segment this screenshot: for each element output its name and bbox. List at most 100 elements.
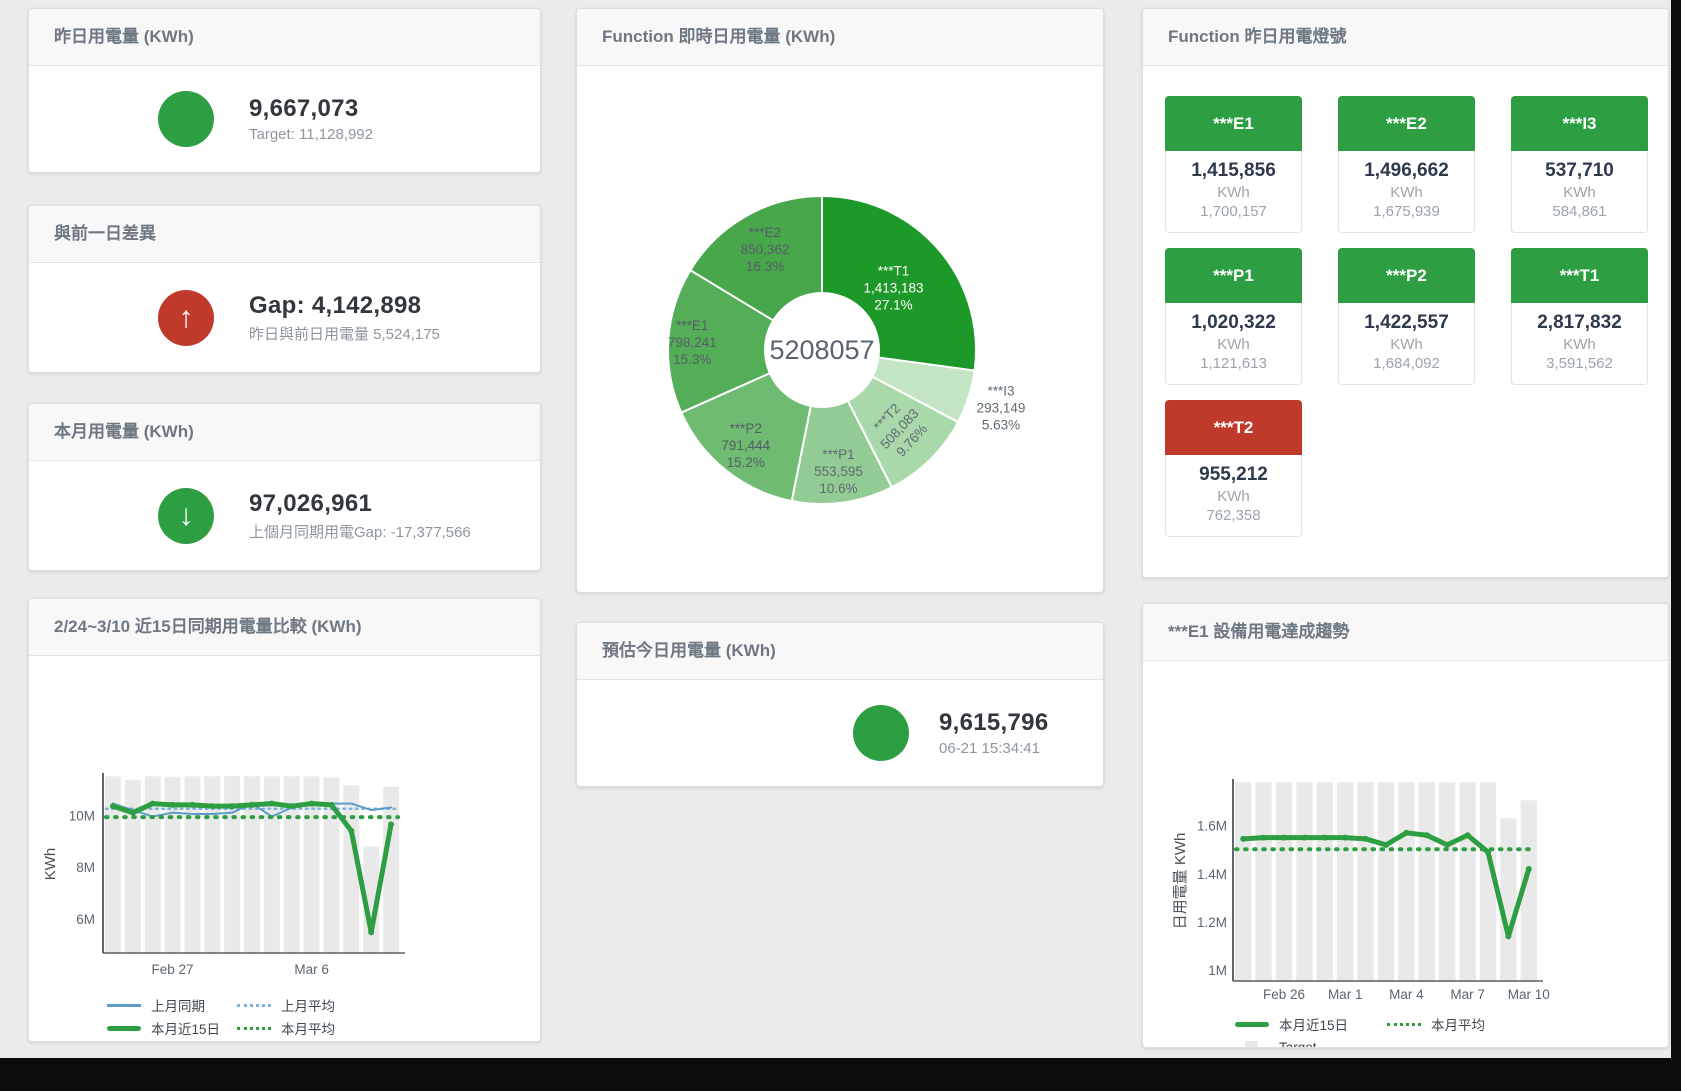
device-tile-T1[interactable]: ***T1 2,817,832 KWh 3,591,562 bbox=[1511, 248, 1648, 385]
device-tile-I3[interactable]: ***I3 537,710 KWh 584,861 bbox=[1511, 96, 1648, 233]
legend-item-dots[interactable]: 本月平均 bbox=[1387, 1014, 1567, 1034]
device-tile-label: ***P1 bbox=[1165, 248, 1302, 303]
device-tile-body: 955,212 KWh 762,358 bbox=[1165, 455, 1302, 537]
donut-slice-E1[interactable] bbox=[667, 268, 825, 414]
legend-swatch-icon bbox=[107, 1025, 141, 1031]
chart-text: Mar 4 bbox=[1389, 987, 1424, 1002]
target-bar bbox=[1479, 782, 1497, 981]
legend-swatch-icon bbox=[107, 1003, 141, 1007]
line-marker bbox=[1362, 835, 1369, 842]
line-marker bbox=[1240, 835, 1247, 842]
chart-text: 798,241 bbox=[668, 335, 717, 350]
device-tile-target: 584,861 bbox=[1552, 203, 1607, 220]
donut-label: ***T1 1,413,183 27.1% bbox=[863, 263, 923, 312]
chart-text: 1M bbox=[1208, 963, 1227, 978]
legend-item-square[interactable]: Target bbox=[107, 1041, 237, 1042]
chart-text: ***I3 bbox=[987, 384, 1014, 399]
chart-text: ***P1 bbox=[822, 447, 854, 462]
status-circle-icon: ↓ bbox=[158, 487, 214, 544]
line-marker bbox=[1383, 841, 1389, 848]
device-tile-E1[interactable]: ***E1 1,415,856 KWh 1,700,157 bbox=[1165, 96, 1302, 233]
device-tile-T2[interactable]: ***T2 955,212 KWh 762,358 bbox=[1165, 400, 1302, 537]
target-bar bbox=[323, 777, 340, 953]
status-circle-icon: ↑ bbox=[158, 289, 214, 346]
legend-label: 本月近15日 bbox=[1279, 1018, 1349, 1033]
device-tile-unit: KWh bbox=[1390, 336, 1423, 353]
legend-item-thick[interactable]: 本月近15日 bbox=[107, 1018, 237, 1038]
donut-label: ***E2 850,362 16.3% bbox=[741, 225, 790, 274]
device-tile-E2[interactable]: ***E2 1,496,662 KWh 1,675,939 bbox=[1338, 96, 1475, 233]
device-tile-P2[interactable]: ***P2 1,422,557 KWh 1,684,092 bbox=[1338, 248, 1475, 385]
device-tile-value: 537,710 bbox=[1545, 160, 1614, 181]
line-marker bbox=[388, 821, 395, 828]
chart-text: 553,595 bbox=[814, 464, 863, 479]
chart-text: 293,149 bbox=[977, 401, 1026, 416]
target-bar bbox=[1337, 782, 1354, 981]
line-marker bbox=[1485, 849, 1491, 856]
trend-chart-plot[interactable]: 1M 1.2M 1.4M 1.6M Feb 26 Mar 1 Mar 4 Mar 7 Mar 1… bbox=[1143, 661, 1668, 1010]
target-bar bbox=[1296, 782, 1313, 981]
chart-text: 10.6% bbox=[819, 481, 857, 496]
device-tile-target: 1,675,939 bbox=[1373, 203, 1440, 220]
card-month-usage: 本月用電量 (KWh) ↓ 97,026,961 上個月同期用電Gap: -17… bbox=[28, 403, 541, 571]
kpi-row: ↑ Gap: 4,142,898 昨日與前日用電量 5,524,175 bbox=[29, 263, 540, 372]
device-tile-body: 1,020,322 KWh 1,121,613 bbox=[1165, 303, 1302, 385]
kpi-row: 9,615,796 06-21 15:34:41 bbox=[577, 680, 1103, 786]
day-gap-value: Gap: 4,142,898 bbox=[249, 291, 422, 319]
chart-text: Feb 26 bbox=[1263, 987, 1305, 1002]
arrow-up-icon: ↑ bbox=[178, 300, 194, 334]
target-bar bbox=[1398, 782, 1415, 981]
chart-text: 1,413,183 bbox=[863, 280, 923, 295]
kpi-text: 97,026,961 上個月同期用電Gap: -17,377,566 bbox=[249, 490, 471, 542]
target-bar bbox=[1500, 818, 1517, 981]
line-marker bbox=[169, 801, 176, 808]
card-day-gap: 與前一日差異 ↑ Gap: 4,142,898 昨日與前日用電量 5,524,1… bbox=[28, 205, 541, 373]
chart-text: ***E1 bbox=[676, 318, 708, 333]
legend-label: Target bbox=[1279, 1039, 1317, 1048]
chart-text: 791,444 bbox=[721, 438, 770, 453]
kpi-text: Gap: 4,142,898 昨日與前日用電量 5,524,175 bbox=[249, 292, 440, 344]
legend-item-square[interactable]: Target bbox=[1235, 1037, 1387, 1048]
target-bar bbox=[283, 776, 300, 953]
compare-chart-plot[interactable]: 6M 8M 10M Feb 27 Mar 6 KWh bbox=[29, 656, 540, 993]
line-marker bbox=[109, 803, 116, 810]
chart-text: KWh bbox=[42, 848, 59, 881]
line-marker bbox=[189, 801, 196, 808]
legend-item-dots[interactable]: 本月平均 bbox=[237, 1018, 417, 1038]
chart-text: 1.6M bbox=[1197, 819, 1227, 834]
device-tile-P1[interactable]: ***P1 1,020,322 KWh 1,121,613 bbox=[1165, 248, 1302, 385]
arrow-down-icon: ↓ bbox=[178, 498, 194, 532]
line-marker bbox=[1281, 834, 1287, 841]
donut-chart-container[interactable]: ***T1 1,413,183 27.1% ***I3 293,149 5.63% ***T… bbox=[577, 66, 1103, 592]
legend-swatch-icon bbox=[1245, 1040, 1258, 1047]
target-bar bbox=[184, 776, 201, 953]
card-title: 預估今日用電量 (KWh) bbox=[577, 623, 1103, 680]
device-tile-target: 1,684,092 bbox=[1373, 355, 1440, 372]
device-tile-unit: KWh bbox=[1390, 184, 1423, 201]
status-circle-icon bbox=[158, 91, 214, 147]
line-marker bbox=[1301, 834, 1308, 841]
chart-text: ***T1 bbox=[878, 263, 910, 278]
yesterday-usage-target: Target: 11,128,992 bbox=[249, 126, 373, 143]
device-tile-unit: KWh bbox=[1217, 488, 1250, 505]
card-title: Function 昨日用電燈號 bbox=[1143, 9, 1668, 66]
target-bar bbox=[1275, 782, 1293, 981]
device-tile-value: 1,415,856 bbox=[1191, 160, 1276, 181]
legend-item-thick[interactable]: 本月近15日 bbox=[1235, 1014, 1387, 1034]
legend-swatch-icon bbox=[237, 1026, 271, 1030]
chart-text: Mar 10 bbox=[1508, 987, 1550, 1002]
line-marker bbox=[149, 800, 156, 807]
target-bar bbox=[1357, 782, 1374, 981]
target-bar bbox=[144, 776, 161, 953]
dashboard-content: 昨日用電量 (KWh) 9,667,073 Target: 11,128,992… bbox=[0, 0, 1671, 1058]
card-15day-compare-chart: 2/24~3/10 近15日同期用電量比較 (KWh) 6M 8M 10M Feb 2… bbox=[28, 598, 541, 1042]
card-title: 昨日用電量 (KWh) bbox=[29, 9, 540, 66]
legend-item-line[interactable]: 上月同期 bbox=[107, 995, 237, 1015]
legend-swatch-icon bbox=[237, 1003, 271, 1007]
legend-item-dots[interactable]: 上月平均 bbox=[237, 995, 417, 1015]
device-tile-unit: KWh bbox=[1563, 184, 1596, 201]
donut-label: ***E1 798,241 15.3% bbox=[668, 318, 717, 367]
device-tile-value: 1,496,662 bbox=[1364, 160, 1449, 181]
